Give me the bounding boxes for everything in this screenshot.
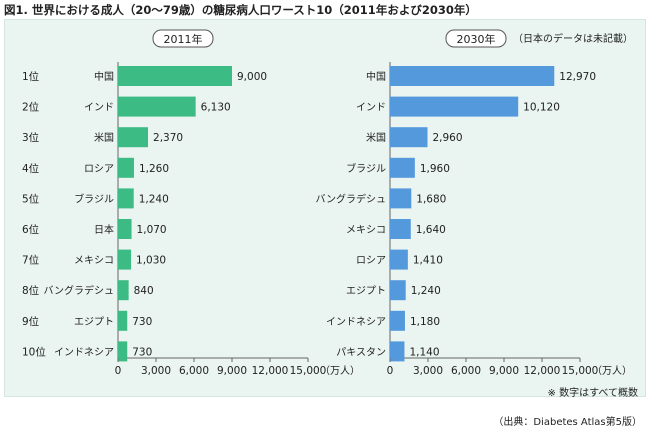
value-label: 1,240 xyxy=(139,193,169,205)
rank-label: 1位 xyxy=(22,70,40,83)
bar xyxy=(390,127,428,148)
category-label: バングラデシュ xyxy=(44,284,115,297)
chart-title: 2011年 xyxy=(164,32,203,46)
category-label: 中国 xyxy=(366,70,386,83)
category-label: インド xyxy=(356,103,386,114)
rank-label: 5位 xyxy=(22,192,40,205)
rank-label: 3位 xyxy=(22,131,40,144)
axis-note: ※ 数字はすべて概数 xyxy=(548,386,638,399)
x-tick-label: 3,000 xyxy=(141,365,171,377)
value-label: 9,000 xyxy=(237,71,267,83)
x-tick-label: 15,000 xyxy=(290,365,327,377)
bar xyxy=(390,310,405,331)
category-label: メキシコ xyxy=(74,256,114,267)
x-tick-label: 9,000 xyxy=(489,365,519,377)
category-label: メキシコ xyxy=(346,225,386,236)
bar xyxy=(118,341,128,362)
value-label: 1,260 xyxy=(139,163,169,175)
bar xyxy=(390,157,415,178)
category-label: 日本 xyxy=(94,223,114,236)
bar xyxy=(390,219,411,239)
chart-title-box xyxy=(152,29,214,48)
x-tick-label: 6,000 xyxy=(451,365,481,377)
value-label: 2,370 xyxy=(153,132,183,144)
category-label: インド xyxy=(84,103,114,114)
x-tick-label: 12,000 xyxy=(252,365,289,377)
value-label: 840 xyxy=(134,285,154,297)
category-label: エジプト xyxy=(74,316,114,328)
x-tick-label: 3,000 xyxy=(413,365,443,377)
value-label: 2,960 xyxy=(432,132,462,144)
note-2030: （日本のデータは未記載） xyxy=(513,32,633,45)
rank-label: 7位 xyxy=(22,254,40,267)
category-label: エジプト xyxy=(346,285,386,297)
bar xyxy=(118,219,132,239)
value-label: 1,410 xyxy=(413,255,443,267)
bar xyxy=(118,127,149,148)
bar xyxy=(390,96,519,117)
value-label: 1,640 xyxy=(416,224,446,236)
rank-label: 9位 xyxy=(22,315,40,328)
bar xyxy=(390,280,406,301)
value-label: 1,180 xyxy=(410,316,440,328)
bar xyxy=(390,341,405,362)
rank-label: 4位 xyxy=(22,162,40,175)
unit-label: （万人） xyxy=(320,365,360,377)
category-label: バングラデシュ xyxy=(316,192,387,205)
category-label: ブラジル xyxy=(346,162,386,175)
category-label: ロシア xyxy=(84,164,114,175)
category-label: ロシア xyxy=(356,256,386,267)
value-label: 1,240 xyxy=(411,285,441,297)
value-label: 10,120 xyxy=(523,102,560,114)
source-note: （出典：Diabetes Atlas第5版） xyxy=(493,417,642,428)
value-label: 6,130 xyxy=(201,102,231,114)
chart-2011: 2011年 1位 中国 9,000 2位 インド 6,130 3位 米国 2,370 4位 ロシア 1,… xyxy=(22,29,360,377)
category-label: ブラジル xyxy=(74,192,114,205)
category-label: パキスタン xyxy=(336,346,386,358)
bar xyxy=(118,66,232,86)
bar xyxy=(118,310,128,331)
rank-label: 6位 xyxy=(22,223,40,236)
value-label: 1,070 xyxy=(137,224,167,236)
category-label: 中国 xyxy=(94,70,114,83)
x-tick-label: 6,000 xyxy=(179,365,209,377)
rank-label: 10位 xyxy=(22,345,46,358)
bar xyxy=(390,66,555,86)
category-label: 米国 xyxy=(366,131,386,144)
category-label: インドネシア xyxy=(326,316,386,328)
chart-title-box xyxy=(445,29,507,48)
x-tick-label: 12,000 xyxy=(524,365,561,377)
x-tick-label: 9,000 xyxy=(217,365,247,377)
bar xyxy=(390,249,408,270)
category-label: インドネシア xyxy=(54,346,114,358)
rank-label: 8位 xyxy=(22,284,40,297)
value-label: 1,030 xyxy=(136,255,166,267)
value-label: 730 xyxy=(132,316,152,328)
value-label: 1,960 xyxy=(420,163,450,175)
value-label: 1,680 xyxy=(416,193,446,205)
x-tick-label: 0 xyxy=(115,365,122,377)
value-label: 730 xyxy=(132,346,152,358)
bar xyxy=(390,188,412,209)
value-label: 12,970 xyxy=(559,71,596,83)
bar xyxy=(118,280,129,301)
bar xyxy=(118,249,132,270)
value-label: 1,140 xyxy=(409,346,439,358)
bar xyxy=(118,96,196,117)
bar xyxy=(118,188,134,209)
x-tick-label: 15,000 xyxy=(562,365,599,377)
bar xyxy=(118,157,134,178)
category-label: 米国 xyxy=(94,131,114,144)
unit-label: （万人） xyxy=(592,365,632,377)
rank-label: 2位 xyxy=(22,101,40,114)
x-tick-label: 0 xyxy=(387,365,394,377)
chart-title: 2030年 xyxy=(457,32,496,46)
figure-title: 図1. 世界における成人（20〜79歳）の糖尿病人口ワースト10（2011年およ… xyxy=(4,3,477,17)
